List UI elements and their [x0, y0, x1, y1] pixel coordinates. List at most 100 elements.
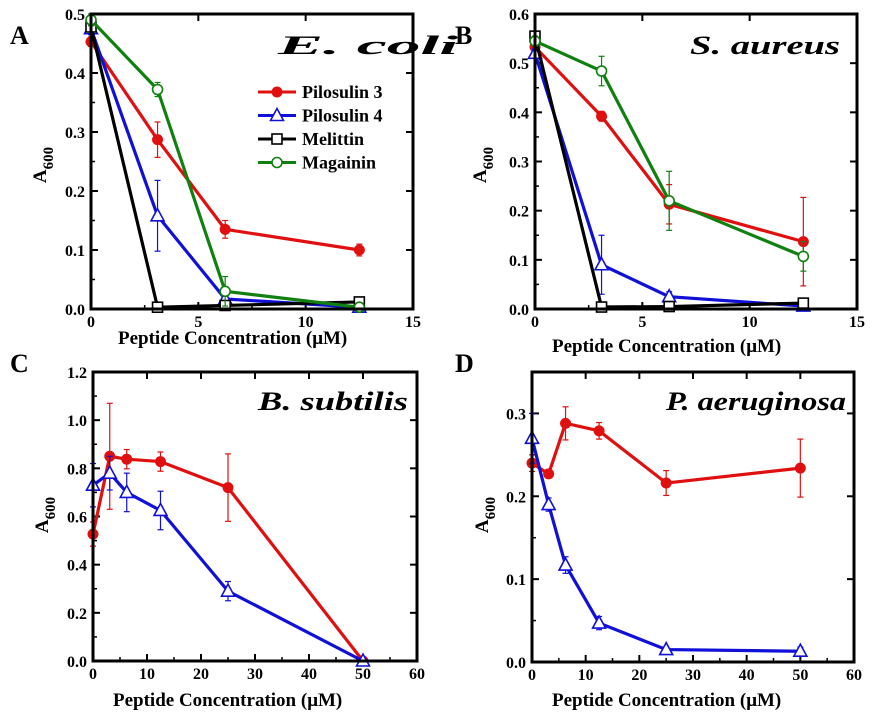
panel-a-ytick-label: 0.4	[65, 66, 85, 83]
legend-marker-pilosulin-4	[269, 106, 285, 122]
panel-b-xtick-label: 0	[531, 314, 539, 331]
panel-c-ytick-label: 1.0	[67, 413, 87, 430]
panel-c-xtick-label: 60	[409, 666, 425, 683]
panel-d-xtick-label: 50	[792, 667, 808, 684]
panel-b-series-melittin-point	[663, 300, 675, 313]
panel-c-xtick-label: 10	[139, 666, 155, 683]
panel-a-series-pilosulin-3-point	[152, 134, 164, 146]
panel-c-letter: C	[10, 349, 29, 378]
panel-d-series-pilosulin-4-point	[658, 640, 675, 656]
panel-a-ytick-label: 0.2	[65, 184, 85, 201]
legend: Pilosulin 3 Pilosulin 4 Melittin Magainin	[258, 82, 383, 173]
panel-d-organism-label: P. aeruginosa	[665, 387, 846, 416]
panel-a-series-pilosulin-3-line	[89, 40, 360, 252]
panel-a-xtick-label: 0	[87, 314, 95, 331]
panel-b-series-magainin-line	[534, 39, 804, 258]
panel-b-letter: B	[455, 21, 472, 50]
panel-d-frame	[530, 370, 856, 664]
panel-c: C 0 10 20 30 40 50 60 0.0 0.2 0.4 0.6 0.8 1.0 1.2 B. su…	[10, 349, 425, 711]
panel-d-series-pilosulin-4-line	[530, 437, 801, 653]
panel-b-series-melittin-line	[533, 35, 804, 309]
panel-c-series-pilosulin-4-point	[220, 582, 236, 597]
panel-a-xtick-label: 10	[298, 314, 314, 331]
panel-d-ytick-label: 0.0	[506, 655, 526, 672]
panel-a-series-magainin-point	[219, 285, 231, 298]
panel-c-xtick-label: 50	[355, 666, 371, 683]
panel-c-ytick-label: 1.2	[67, 365, 87, 382]
panel-d: D 0 10 20 30 40 50 60 0.0 0.1 0.2 0.3 P. aeruginosa A…	[455, 349, 862, 711]
panel-d-series-pilosulin-4-point	[591, 614, 607, 629]
panel-c-xtick-label: 20	[193, 666, 209, 683]
panel-a-ytick-label: 0.1	[65, 243, 85, 260]
panel-b-series-magainin-point	[595, 65, 608, 77]
panel-d-xtick-label: 0	[528, 667, 536, 684]
panel-c-xtick-label: 30	[247, 666, 263, 683]
panel-d-ylabel: A600	[472, 497, 499, 533]
panel-c-series-pilosulin-3-point	[121, 453, 133, 465]
panel-c-ytick-label: 0.0	[67, 654, 87, 671]
panel-d-series-pilosulin-4-point	[557, 556, 574, 571]
panel-b-series-magainin-point	[663, 195, 675, 207]
panel-a-series-melittin-point	[151, 301, 164, 314]
panel-d-series-pilosulin-3-point	[543, 468, 555, 480]
panel-d-xtick-label: 10	[578, 667, 594, 684]
panel-d-xtick-label: 20	[631, 667, 647, 684]
panel-b-xtick-label: 5	[638, 314, 646, 331]
panel-a-organism-label: E. coli	[275, 31, 460, 60]
panel-b-frame	[533, 12, 859, 311]
panel-a-series-magainin	[85, 13, 366, 314]
panel-a-series-magainin-point	[151, 83, 164, 96]
panel-b-ytick-label: 0.2	[509, 204, 529, 221]
panel-a-ytick-label: 0.0	[65, 302, 85, 319]
panel-d-series-pilosulin-3-point	[560, 417, 572, 429]
panel-a-series-melittin-line	[89, 26, 360, 309]
panel-c-series-pilosulin-4-point	[101, 464, 118, 479]
panel-d-ytick-label: 0.1	[506, 572, 526, 589]
panel-c-ytick-label: 0.8	[67, 461, 87, 478]
panel-b-ytick-label: 0.1	[509, 253, 529, 270]
panel-b-series-melittin-point	[797, 297, 810, 309]
panel-c-series-pilosulin-3-point	[155, 456, 166, 468]
panel-a-series-pilosulin-3-point	[219, 223, 231, 235]
legend-marker-pilosulin-3	[271, 86, 283, 98]
panel-c-xtick-label: 0	[89, 666, 97, 683]
legend-label-magainin: Magainin	[302, 153, 376, 173]
legend-label-pilosulin-4: Pilosulin 4	[302, 106, 383, 126]
panel-b-ytick-label: 0.4	[509, 105, 529, 122]
panel-b-ytick-label: 0.6	[509, 7, 529, 24]
panel-a-xtick-label: 15	[405, 314, 421, 331]
panel-b-series-melittin-point	[595, 301, 608, 313]
panel-b-ylabel: A600	[470, 147, 497, 183]
panel-d-letter: D	[455, 349, 474, 378]
panel-d-ytick-label: 0.3	[506, 406, 526, 423]
panel-a-ytick-label: 0.5	[65, 7, 85, 24]
panel-b-organism-label: S. aureus	[690, 31, 840, 60]
panel-d-series-pilosulin-3-point	[593, 425, 605, 437]
panel-b-series-pilosulin-4-line	[533, 52, 804, 308]
panel-b-series-pilosulin-3-point	[596, 110, 608, 122]
panel-d-xlabel: Peptide Concentration (μM)	[552, 690, 781, 711]
panel-a-series-magainin-line	[89, 18, 360, 309]
panel-c-ytick-label: 0.4	[67, 558, 87, 575]
panel-a-xtick-label: 5	[194, 314, 202, 331]
panel-d-series-pilosulin-4-point	[540, 495, 557, 511]
panel-b-xtick-label: 10	[742, 314, 758, 331]
panel-d-ytick-label: 0.2	[506, 489, 526, 506]
legend-marker-magainin	[271, 156, 283, 169]
panel-d-xtick-label: 60	[846, 667, 862, 684]
panel-d-series-pilosulin-3	[526, 406, 806, 498]
panel-b-xlabel: Peptide Concentration (μM)	[552, 336, 781, 357]
panel-a-series-pilosulin-3-point	[353, 244, 365, 256]
panel-b-series-magainin	[529, 35, 810, 272]
panel-a-ylabel: A600	[30, 147, 57, 183]
panel-b: B 0 5 10 15 0.0 0.1 0.2 0.3 0.4 0.5 0.6 S. aureus A60…	[455, 7, 865, 357]
panel-c-series-pilosulin-3-point	[222, 482, 234, 494]
panel-b-series-magainin-point	[797, 250, 810, 263]
panel-c-series-pilosulin-4-point	[118, 483, 135, 499]
panel-a-xlabel: Peptide Concentration (μM)	[118, 328, 347, 349]
legend-marker-melittin	[271, 133, 283, 145]
legend-label-pilosulin-3: Pilosulin 3	[302, 82, 383, 102]
panel-c-frame	[91, 370, 419, 663]
